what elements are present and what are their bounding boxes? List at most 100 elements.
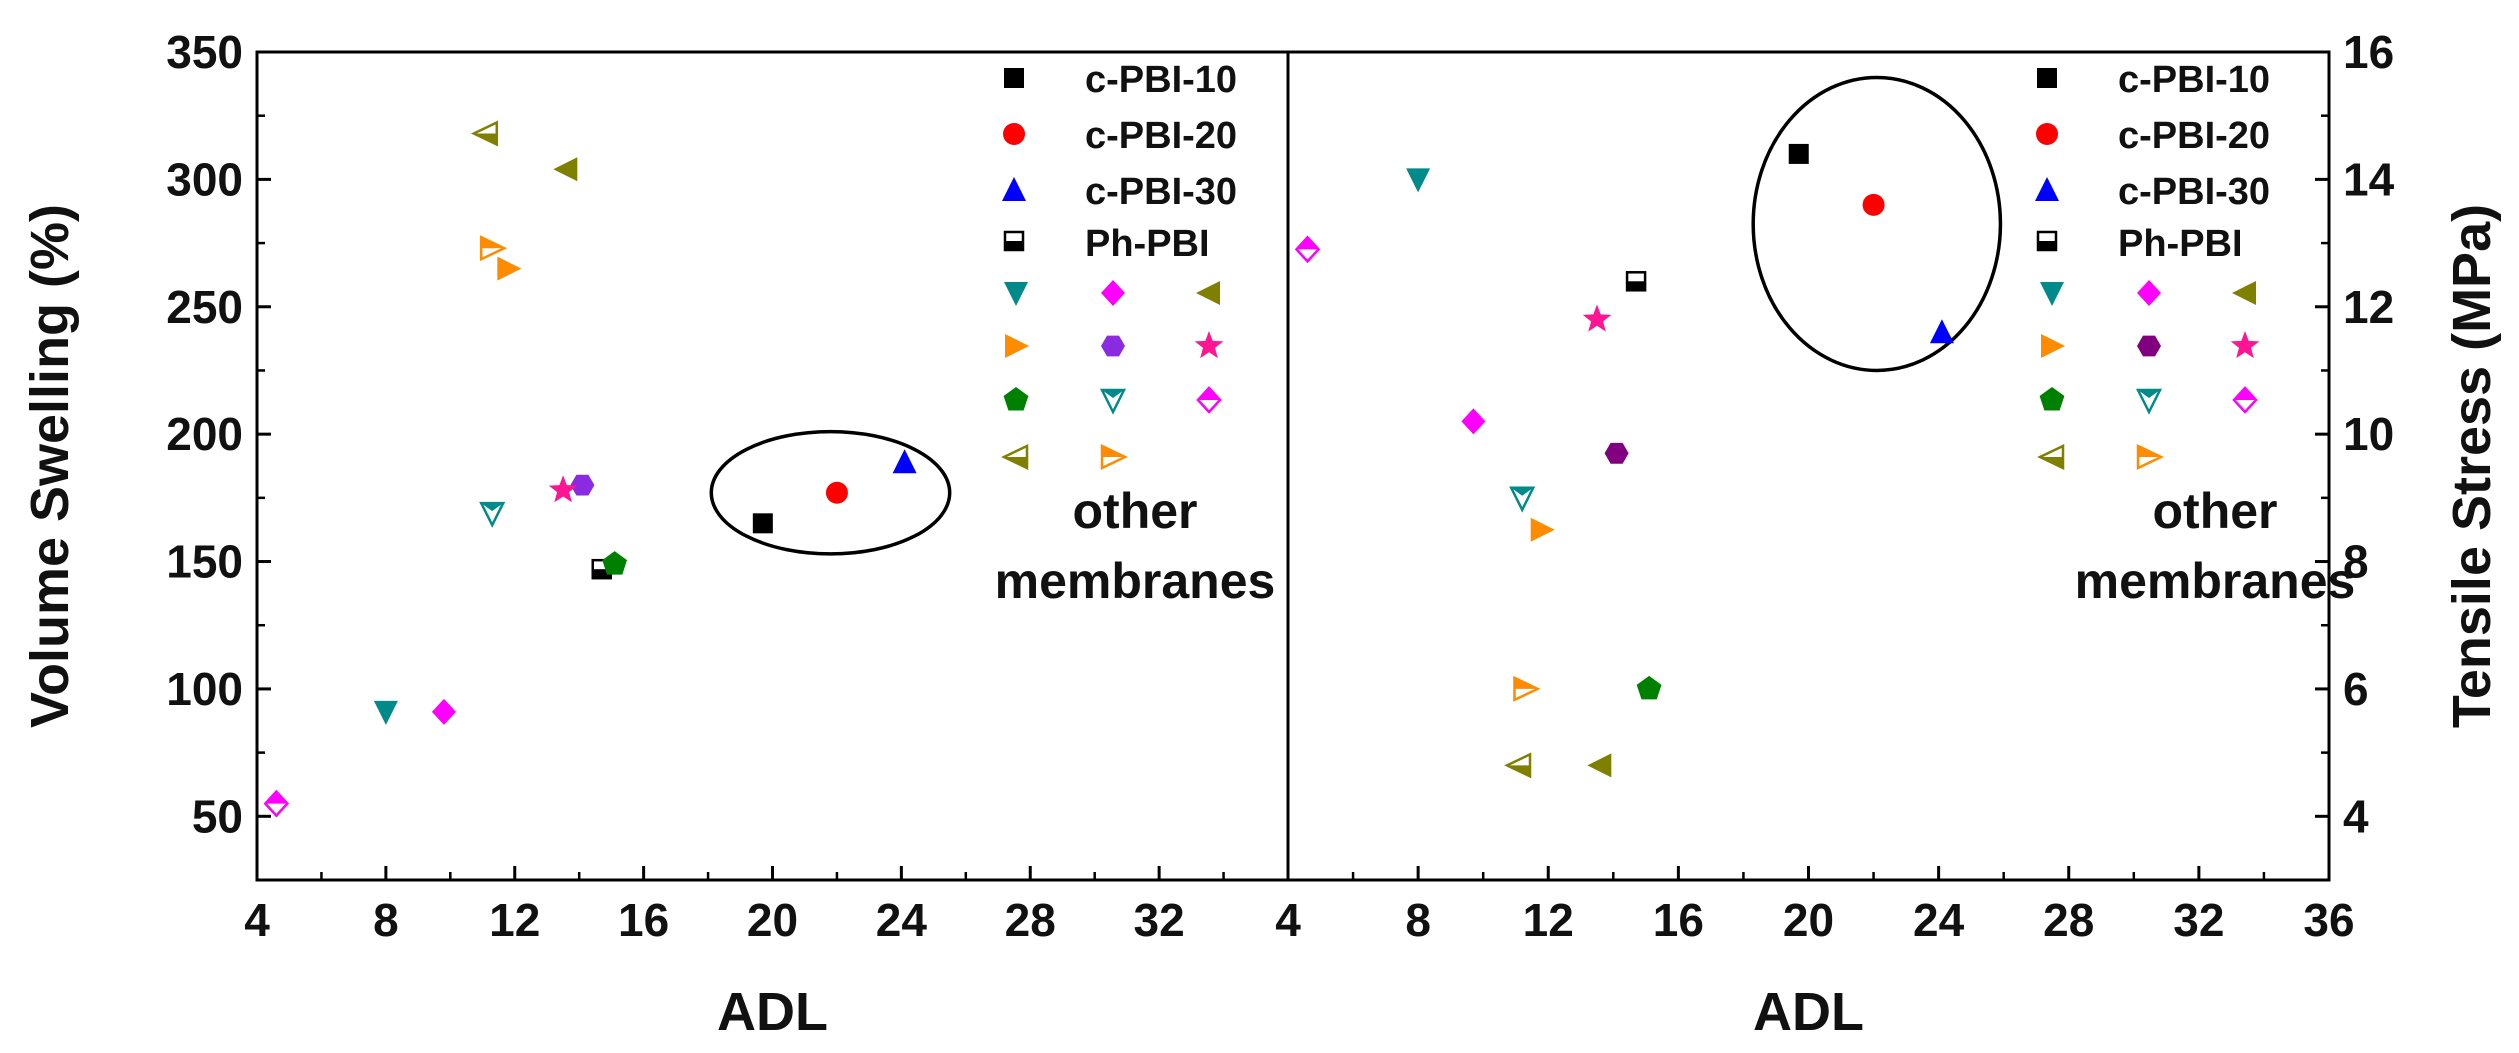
right-legend-marker-c-PBI-30-shape (2035, 177, 2059, 201)
left-legend-marker-other-7 (1003, 387, 1029, 411)
left-point-other-9-fill (265, 791, 288, 804)
left-point-other-10-fill (473, 133, 497, 145)
left-point-other-3-shape (553, 157, 578, 182)
right-legend-marker-other-5-shape (2137, 335, 2161, 357)
right-legend-marker-other-10-fill (2040, 457, 2063, 468)
right-point-other-11-fill (1514, 677, 1538, 689)
right-point-other-9 (1294, 235, 1321, 264)
right-legend-marker-c-PBI-10 (2037, 68, 2057, 88)
legend-label-c-pbi-10-right: c-PBI-10 (2118, 59, 2270, 101)
right-legend-marker-other-4-shape (2041, 334, 2065, 358)
left-point-other-1-shape (373, 700, 398, 725)
right-point-other-10 (1504, 752, 1532, 779)
left-point-other-4-shape (497, 256, 522, 281)
right-x-axis-label: ADL (1753, 982, 1864, 1042)
right-legend-marker-other-3 (2232, 281, 2256, 305)
legend-right: c-PBI-10 c-PBI-20 c-PBI-30 Ph-PBI other … (2075, 59, 2356, 609)
left-point-other-8 (479, 501, 506, 528)
left-point-c-PBI-30-shape (892, 449, 917, 474)
right-point-other-4-shape (1530, 517, 1555, 542)
left-y-axis-label: Volume Swelling (%) (20, 204, 80, 728)
right-legend-marker-c-PBI-20-shape (2036, 123, 2058, 145)
right-point-other-2-shape (1461, 408, 1486, 435)
left-legend-marker-other-3-shape (1196, 281, 1220, 305)
legend-left: c-PBI-10 c-PBI-20 c-PBI-30 Ph-PBI other … (995, 59, 1276, 609)
left-y-tick-label: 250 (166, 281, 243, 333)
left-legend-marker-other-4 (1005, 334, 1029, 358)
left-legend-marker-other-3 (1196, 281, 1220, 305)
right-legend-marker-c-PBI-30 (2035, 177, 2059, 201)
left-legend-marker-other-4-shape (1005, 334, 1029, 358)
left-legend-marker-other-8 (1099, 388, 1127, 415)
right-x-tick-label: 8 (1405, 894, 1431, 946)
legend-label-c-pbi-30: c-PBI-30 (1085, 171, 1237, 213)
left-legend-marker-other-9 (1196, 386, 1222, 414)
left-legend-marker-other-6-shape (1194, 331, 1224, 359)
left-y-tick-label: 200 (166, 408, 243, 460)
right-x-tick-label: 32 (2173, 894, 2224, 946)
left-legend-marker-other-10 (1001, 444, 1029, 470)
right-point-other-7-shape (1636, 675, 1662, 700)
right-highlight-ellipse (1751, 75, 2003, 373)
left-point-c-PBI-10-shape (752, 513, 773, 534)
left-point-other-3 (553, 157, 578, 182)
left-y-tick-label: 100 (166, 663, 243, 715)
right-legend-marker-other-9 (2232, 386, 2258, 414)
right-legend-marker-other-10 (2037, 444, 2065, 470)
left-point-other-7-shape (602, 551, 627, 575)
right-point-c-PBI-20-shape (1862, 193, 1885, 216)
left-legend-marker-Ph-PBI (1003, 230, 1025, 252)
right-legend-marker-other-5 (2137, 335, 2161, 357)
right-legend-marker-c-PBI-20 (2036, 123, 2058, 145)
right-y-tick-label: 14 (2343, 153, 2395, 205)
right-point-Ph-PBI (1625, 271, 1647, 292)
left-legend-marker-c-PBI-20-shape (1003, 123, 1025, 145)
left-x-tick-label: 8 (373, 894, 399, 946)
left-legend-marker-other-5-shape (1101, 335, 1125, 357)
left-x-tick-label: 32 (1134, 894, 1185, 946)
left-legend-marker-c-PBI-20 (1003, 123, 1025, 145)
right-y-tick-label: 4 (2343, 790, 2369, 842)
right-x-tick-label: 12 (1523, 894, 1574, 946)
right-point-other-5 (1604, 442, 1629, 464)
left-point-other-11 (479, 235, 508, 262)
right-point-c-PBI-20 (1862, 193, 1885, 216)
left-y-tick-label: 50 (192, 790, 243, 842)
other-label-line1-right: other (2153, 483, 2278, 539)
left-point-c-PBI-20-shape (825, 481, 848, 504)
left-legend-marker-other-2-shape (1101, 280, 1125, 306)
legend-label-c-pbi-30-right: c-PBI-30 (2118, 171, 2270, 213)
right-point-other-2 (1461, 408, 1486, 435)
left-legend-marker-other-11 (1100, 444, 1128, 470)
left-y-tick-label: 300 (166, 153, 243, 205)
left-legend-marker-c-PBI-30 (1002, 177, 1026, 201)
right-legend-marker-Ph-PBI (2036, 230, 2058, 252)
left-point-other-11-fill (481, 237, 505, 249)
right-x-tick-label: 4 (1275, 894, 1301, 946)
right-x-tick-label: 36 (2303, 894, 2354, 946)
left-point-c-PBI-10 (752, 513, 773, 534)
left-x-tick-label: 20 (747, 894, 798, 946)
right-legend-marker-other-4 (2041, 334, 2065, 358)
right-legend-marker-other-11-fill (2138, 446, 2161, 457)
left-x-tick-label: 12 (489, 894, 540, 946)
left-x-axis-label: ADL (717, 982, 828, 1042)
right-point-other-11 (1513, 675, 1541, 702)
left-point-other-1 (373, 700, 398, 725)
right-legend-marker-other-7 (2039, 387, 2065, 411)
right-x-tick-label: 16 (1653, 894, 1704, 946)
left-legend-marker-other-5 (1101, 335, 1125, 357)
left-legend-marker-other-9-fill (1198, 388, 1220, 400)
right-legend-marker-other-2-shape (2137, 280, 2161, 306)
right-legend-marker-other-6-shape (2230, 331, 2260, 359)
left-legend-marker-other-10-fill (1004, 457, 1027, 468)
right-y-tick-label: 12 (2343, 281, 2394, 333)
right-legend-marker-c-PBI-10-shape (2037, 68, 2057, 88)
left-highlight-ellipse (709, 429, 952, 556)
left-y-tick-label: 150 (166, 536, 243, 588)
left-x-tick-label: 24 (876, 894, 928, 946)
left-point-other-5-shape (570, 474, 595, 496)
left-point-other-2 (431, 698, 456, 725)
left-point-other-8-fill (481, 503, 504, 512)
